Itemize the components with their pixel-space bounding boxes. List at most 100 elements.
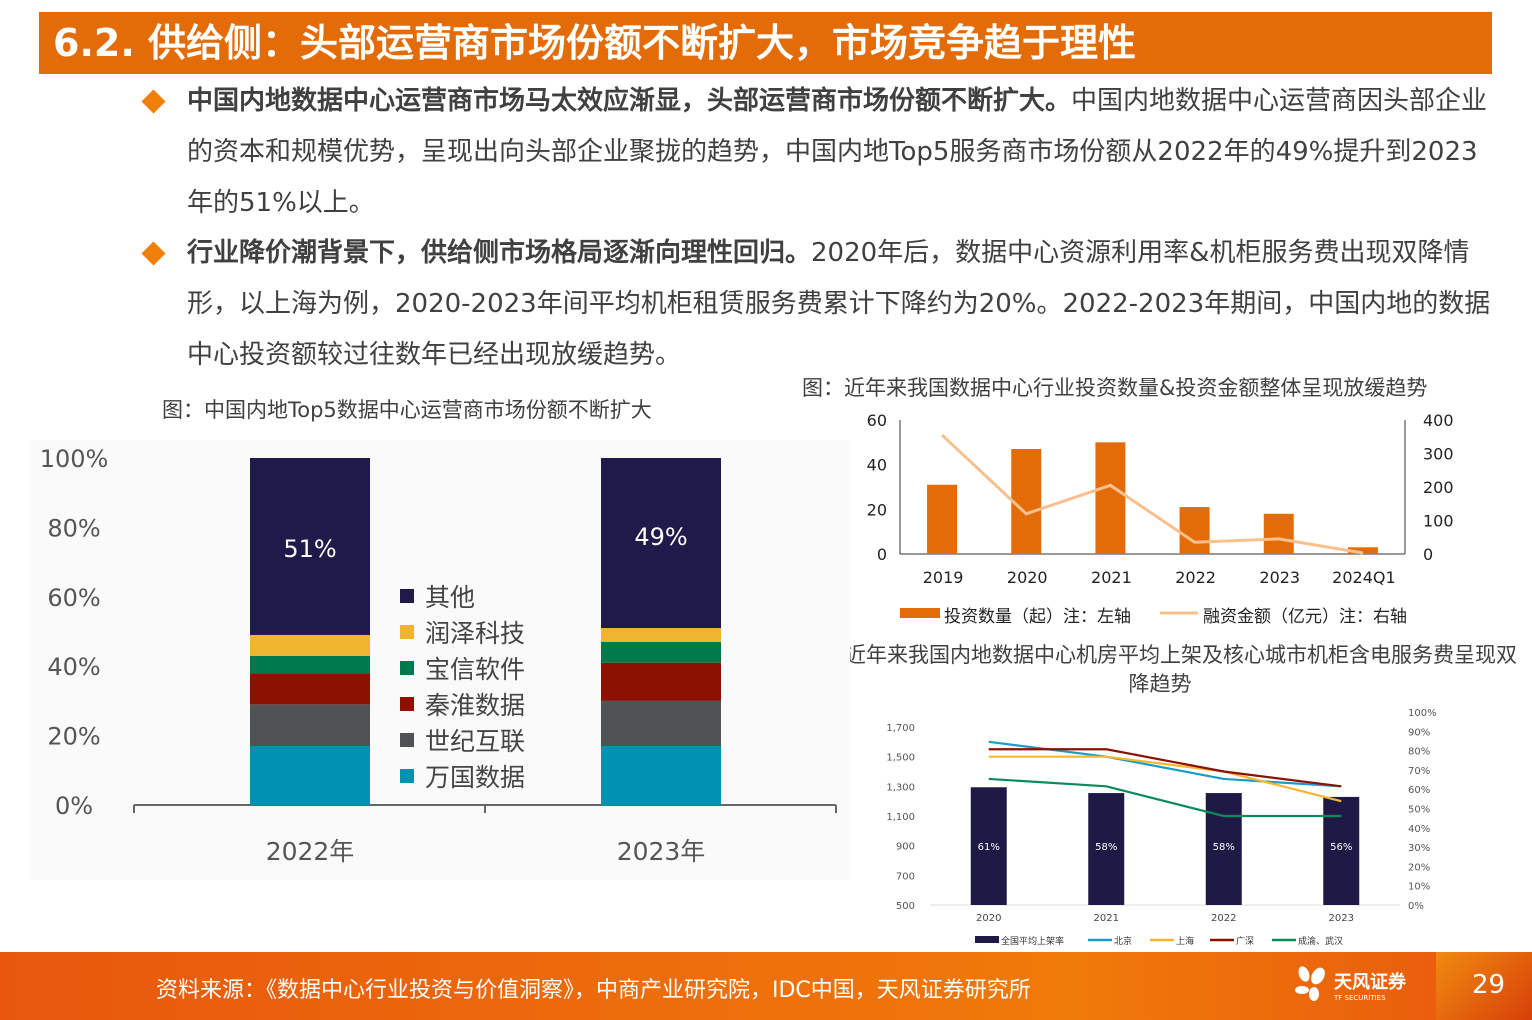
legend-label: 润泽科技	[425, 619, 525, 648]
source-note: 资料来源：《数据中心行业投资与价值洞察》，中商产业研究院，IDC中国，天风证券研…	[156, 978, 1031, 1003]
line-成渝、武汉	[988, 777, 1342, 818]
y-left-tick-label: 1,100	[886, 812, 915, 823]
bar-segment-宝信软件	[250, 655, 370, 674]
page-box	[1436, 952, 1532, 1020]
bar-segment-秦淮数据	[601, 662, 721, 701]
rack-chart: 500 700 900 1,100 1,300 1,500 1,700 0% 10% 20% 30%…	[886, 708, 1437, 947]
line-广深	[988, 748, 1342, 788]
slide-title: 6.2. 供给侧：头部运营商市场份额不断扩大，市场竞争趋于理性	[39, 12, 1492, 74]
x-tick-label: 2022年	[266, 837, 355, 866]
legend-label: 投资数量（起）注：左轴	[944, 607, 1131, 627]
y-right-tick-label: 60%	[1408, 785, 1430, 796]
x-tick-label: 2023	[1329, 913, 1354, 924]
legend-label: 广深	[1236, 935, 1254, 947]
data-label: 58%	[1095, 842, 1117, 853]
x-tick-label: 2020	[976, 913, 1001, 924]
legend-swatch	[975, 936, 999, 943]
x-tick-label: 2022	[1211, 913, 1236, 924]
y-right-tick-label: 100	[1423, 512, 1454, 531]
bar-investment-count	[927, 484, 958, 554]
data-label: 58%	[1213, 842, 1235, 853]
company-logo: 天风证券 TF SECURITIES	[1292, 964, 1406, 1006]
x-tick-label: 2021	[1094, 913, 1119, 924]
y-left-tick-label: 700	[896, 871, 915, 882]
market-share-chart: 0% 20% 40% 60% 80% 100% 51% 2022年 49% 2023年 其他润泽科技…	[30, 440, 850, 880]
legend-label: 宝信软件	[425, 655, 525, 684]
bullet-text: 2020年后，数据中心资源利用率&机柜服务费出现双降情形，以上海为例，2020-…	[187, 238, 1491, 370]
page-number: 29	[1472, 970, 1506, 1000]
legend-label: 万国数据	[425, 763, 525, 792]
x-tick-label: 2019	[923, 568, 964, 587]
footer: 资料来源：《数据中心行业投资与价值洞察》，中商产业研究院，IDC中国，天风证券研…	[0, 952, 1532, 1020]
y-right-tick-label: 10%	[1408, 882, 1430, 893]
y-right-tick-label: 400	[1423, 411, 1454, 430]
y-right-tick-label: 80%	[1408, 747, 1430, 758]
legend-label: 全国平均上架率	[1001, 935, 1064, 947]
x-tick-label: 2023	[1259, 568, 1300, 587]
y-left-tick-label: 1,300	[886, 782, 915, 793]
y-right-tick-label: 0%	[1408, 901, 1424, 912]
legend-swatch	[400, 661, 414, 675]
legend-label: 秦淮数据	[425, 691, 525, 720]
bar-segment-秦淮数据	[250, 673, 370, 705]
legend-label: 融资金额（亿元）注：右轴	[1203, 607, 1407, 627]
y-right-tick-label: 200	[1423, 478, 1454, 497]
x-tick-label: 2022	[1175, 568, 1216, 587]
data-label: 61%	[978, 842, 1000, 853]
y-tick-label: 20%	[47, 723, 100, 751]
y-left-tick-label: 40	[867, 456, 887, 475]
bar-investment-count	[1347, 547, 1378, 554]
diamond-bullet-icon	[141, 241, 166, 266]
logo-text: 天风证券	[1334, 972, 1406, 993]
flower-logo-icon	[1295, 966, 1325, 1001]
y-right-tick-label: 300	[1423, 445, 1454, 464]
y-right-tick-label: 30%	[1408, 843, 1430, 854]
y-left-tick-label: 1,700	[886, 723, 915, 734]
bullet-2: 行业降价潮背景下，供给侧市场格局逐渐向理性回归。2020年后，数据中心资源利用率…	[141, 228, 1495, 381]
chart2-caption: 图：近年来我国数据中心行业投资数量&投资金额整体呈现放缓趋势	[802, 376, 1428, 400]
investment-chart: 0 20 40 60 0 100 200 300 400 2019 2020 2021 2022 2023…	[867, 411, 1454, 627]
legend-label: 其他	[425, 583, 475, 612]
y-left-tick-label: 60	[867, 411, 887, 430]
y-tick-label: 60%	[47, 584, 100, 612]
diamond-bullet-icon	[141, 89, 166, 114]
y-right-tick-label: 90%	[1408, 727, 1430, 738]
bullet-bold: 中国内地数据中心运营商市场马太效应渐显，头部运营商市场份额不断扩大。	[187, 86, 1072, 116]
legend-label: 上海	[1176, 935, 1194, 947]
bar-segment-其他	[601, 458, 721, 629]
y-tick-label: 0%	[55, 792, 93, 820]
line-上海	[988, 755, 1342, 803]
y-left-tick-label: 900	[896, 842, 915, 853]
x-tick-label: 2021	[1091, 568, 1132, 587]
bullet-bold: 行业降价潮背景下，供给侧市场格局逐渐向理性回归。	[187, 238, 812, 268]
bar-segment-润泽科技	[250, 634, 370, 656]
bar-segment-万国数据	[250, 746, 370, 805]
legend-swatch	[400, 589, 414, 603]
bar-investment-count	[1011, 449, 1042, 554]
legend-swatch	[900, 608, 940, 618]
bar-rack-rate	[1205, 793, 1242, 905]
data-label: 49%	[634, 523, 687, 551]
y-right-tick-label: 50%	[1408, 805, 1430, 816]
bar-segment-万国数据	[601, 746, 721, 805]
bar-investment-count	[1095, 442, 1126, 554]
chart1-caption: 图：中国内地Top5数据中心运营商市场份额不断扩大	[162, 398, 652, 422]
bar-investment-count	[1179, 507, 1210, 554]
y-tick-label: 80%	[47, 514, 100, 542]
x-tick-label: 2024Q1	[1332, 568, 1396, 587]
bullet-text: 中国内地数据中心运营商因头部企业的资本和规模优势，呈现出向头部企业聚拢的趋势，中…	[187, 86, 1488, 218]
x-tick-label: 2020	[1007, 568, 1048, 587]
legend-swatch	[400, 625, 414, 639]
legend-label: 北京	[1114, 935, 1132, 947]
bar-segment-其他	[250, 458, 370, 635]
legend-label: 成渝、武汉	[1298, 935, 1343, 947]
bar-segment-宝信软件	[601, 641, 721, 663]
legend-swatch	[400, 733, 414, 747]
legend-swatch	[400, 697, 414, 711]
y-right-tick-label: 70%	[1408, 766, 1430, 777]
y-tick-label: 40%	[47, 653, 100, 681]
y-right-tick-label: 20%	[1408, 862, 1430, 873]
y-right-tick-label: 100%	[1408, 708, 1437, 719]
line-financing-amount	[941, 433, 1364, 555]
y-right-tick-label: 0	[1423, 545, 1433, 564]
